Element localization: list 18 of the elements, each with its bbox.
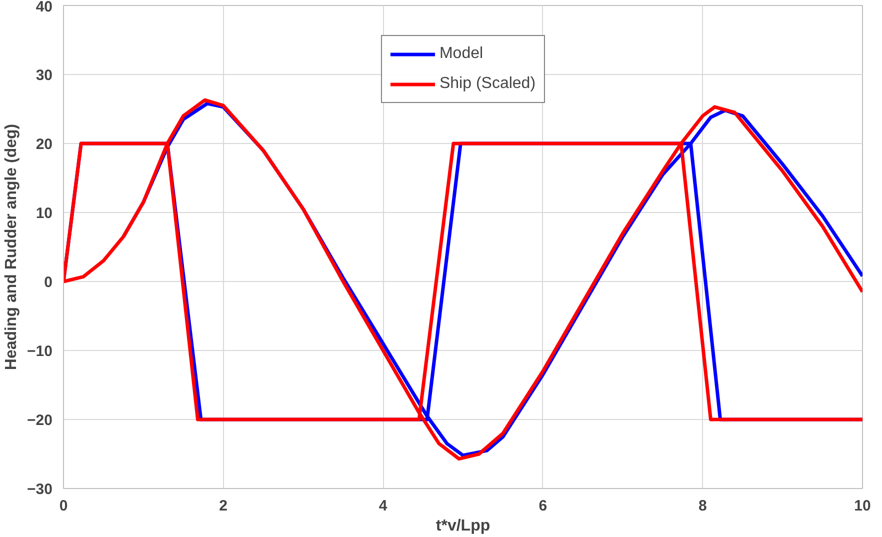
y-tick-label: −30 (27, 481, 53, 498)
legend-label: Ship (Scaled) (439, 75, 536, 93)
y-tick-label: −10 (27, 343, 53, 360)
y-tick-label: 10 (36, 205, 53, 222)
x-tick-label: 0 (59, 498, 68, 514)
y-axis-title: Heading and Rudder angle (deg) (3, 124, 20, 370)
x-tick-label: 10 (854, 498, 871, 514)
legend-label: Model (439, 45, 484, 63)
x-axis-title: t*v/Lpp (436, 518, 490, 534)
y-tick-label: −20 (27, 412, 53, 429)
y-tick-label: 40 (36, 0, 53, 16)
y-tick-label: 20 (36, 136, 53, 153)
x-tick-label: 8 (698, 498, 707, 514)
y-tick-label: 0 (44, 274, 52, 291)
x-tick-label: 2 (219, 498, 228, 514)
x-tick-label: 4 (378, 498, 388, 514)
y-tick-label: 30 (36, 67, 53, 84)
x-tick-label: 6 (538, 498, 548, 514)
